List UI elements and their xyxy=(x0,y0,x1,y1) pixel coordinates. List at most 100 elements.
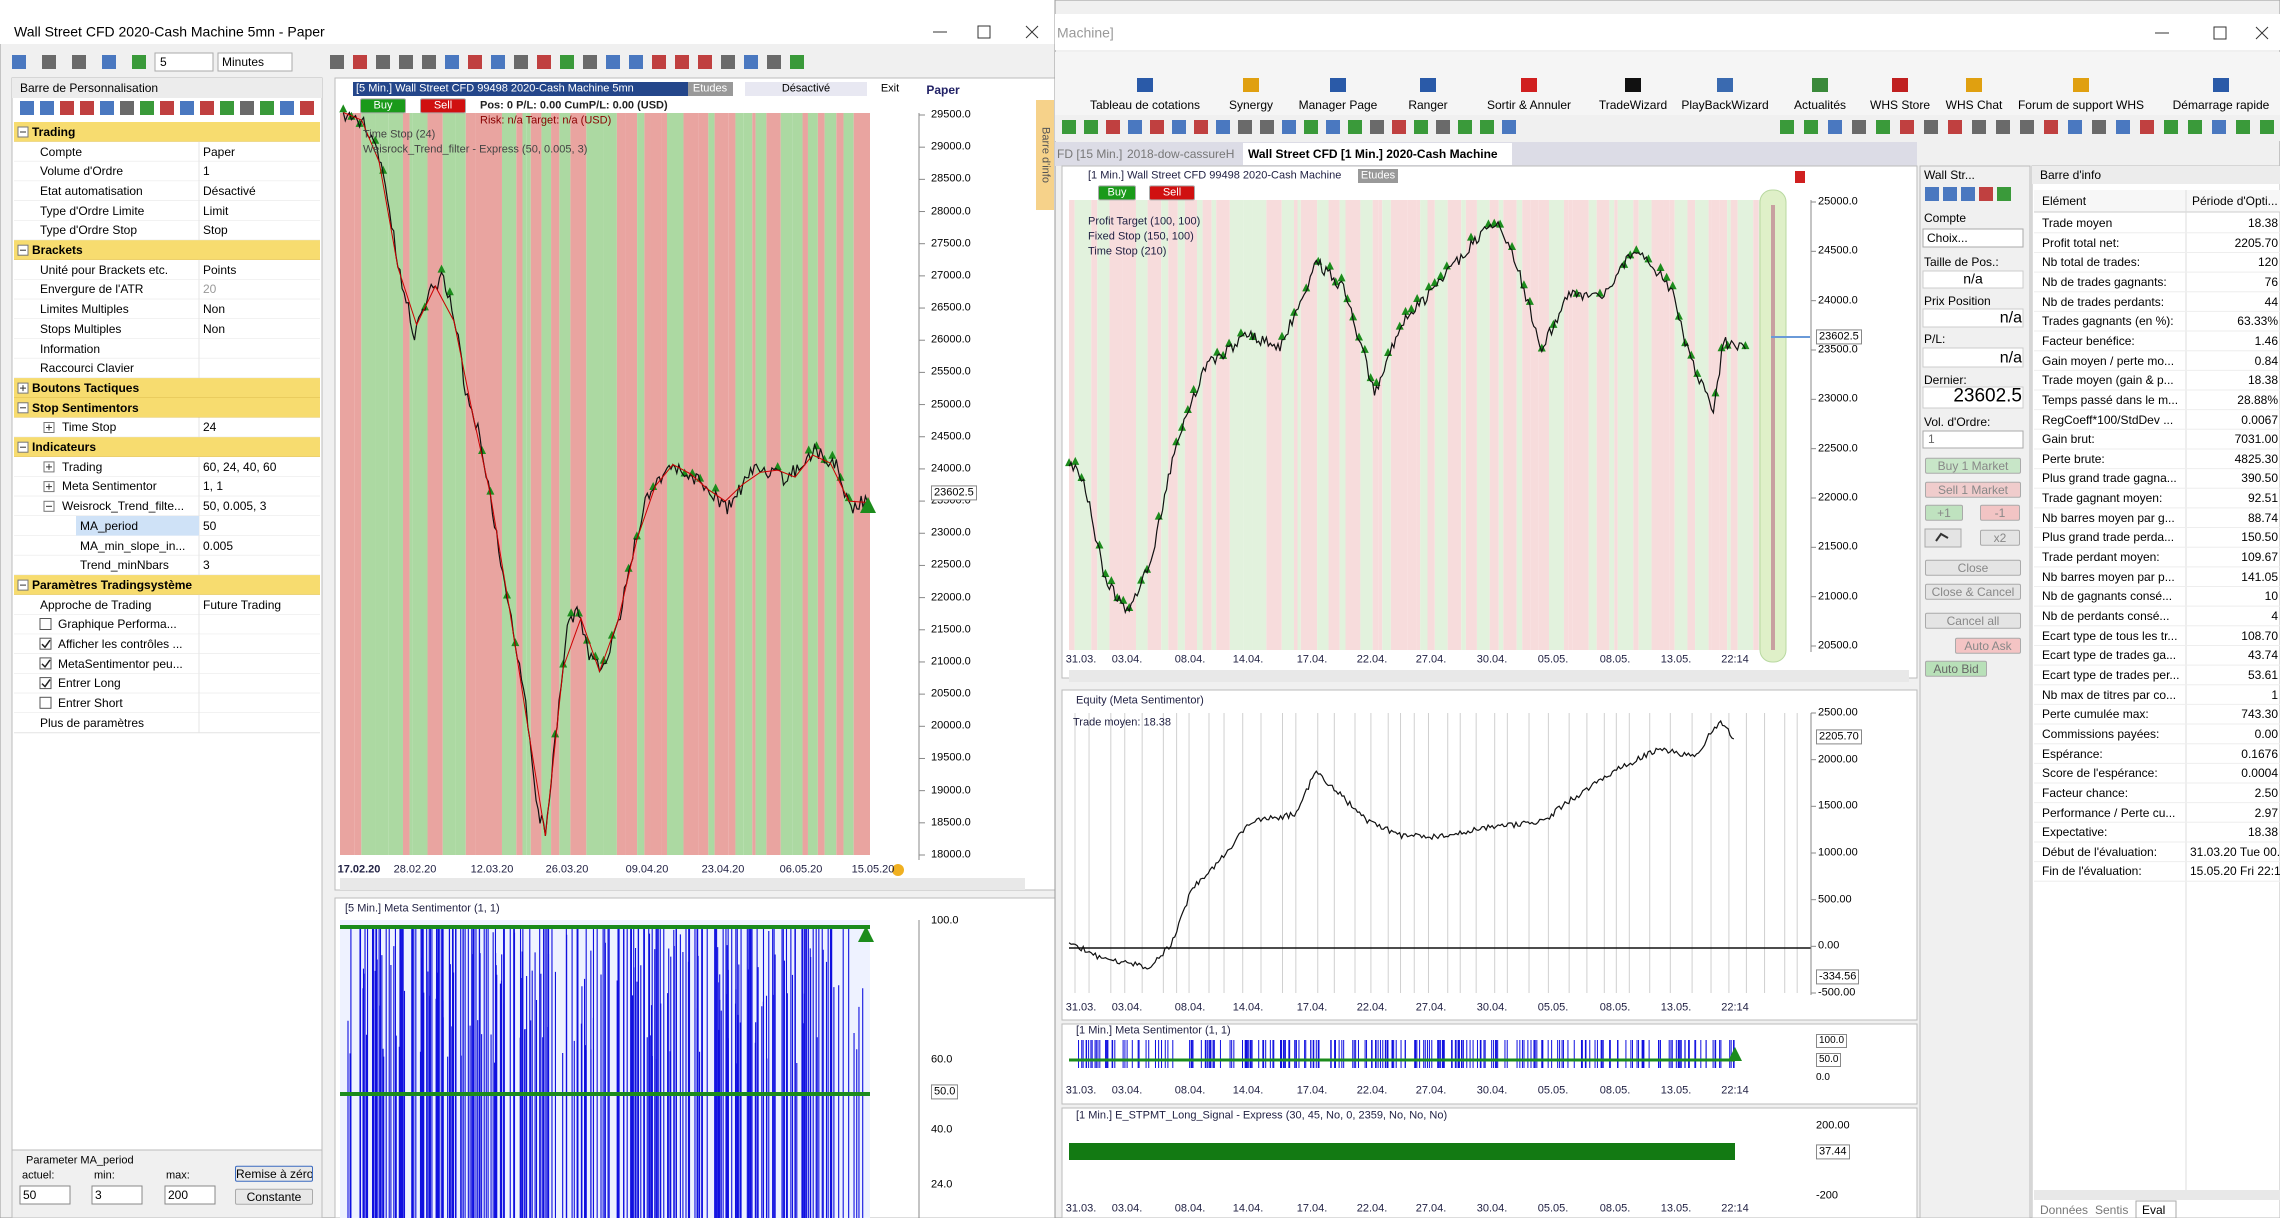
button[interactable]: Buy 1 Market xyxy=(1925,457,2021,475)
property-value[interactable]: Non xyxy=(203,301,226,316)
x-tick-label: 13.05. xyxy=(1660,1084,1692,1097)
ribbon-button[interactable]: Manager Page xyxy=(1298,97,1378,112)
tab[interactable]: Wall Street CFD [1 Min.] 2020-Cash Machi… xyxy=(1248,146,1498,161)
ribbon-button[interactable]: TradeWizard xyxy=(1598,97,1668,112)
section-title[interactable]: Paramètres Tradingsystème xyxy=(32,577,193,592)
button[interactable]: Cancel all xyxy=(1925,612,2021,630)
button[interactable]: Auto Ask xyxy=(1955,637,2021,655)
ribbon-button[interactable]: Forum de support WHS xyxy=(2017,97,2145,112)
number-input[interactable]: 1 xyxy=(1928,431,1935,446)
ribbon-button[interactable]: Ranger xyxy=(1408,97,1448,112)
section-title[interactable]: Indicateurs xyxy=(32,439,97,454)
ribbon-button[interactable]: WHS Chat xyxy=(1945,97,2003,112)
property-value[interactable]: Limit xyxy=(203,203,229,218)
signal-stripe xyxy=(1420,200,1428,650)
section-header xyxy=(14,397,320,418)
property-value[interactable]: 50, 0.005, 3 xyxy=(203,498,267,513)
buy-button[interactable]: Buy xyxy=(360,98,406,114)
property-value[interactable]: 20 xyxy=(203,282,217,297)
property-value[interactable]: Désactivé xyxy=(203,183,256,198)
ribbon-button[interactable]: Tableau de cotations xyxy=(1089,97,1201,112)
y-tick-label: 26500.0 xyxy=(931,301,971,314)
property-value[interactable]: 24 xyxy=(203,420,217,435)
y-tick-label: 2500.00 xyxy=(1818,706,1858,719)
param-editor xyxy=(11,1149,323,1218)
redo-icon xyxy=(1935,532,1949,542)
tab[interactable]: FD [15 Min.] xyxy=(1057,146,1123,161)
section-title[interactable]: Boutons Tactiques xyxy=(32,380,140,395)
sell-button[interactable]: Sell xyxy=(420,98,466,114)
signal-stripe xyxy=(570,113,587,855)
toolbar-icon xyxy=(1282,120,1296,134)
property-value[interactable]: 1, 1 xyxy=(203,479,224,494)
tab[interactable]: Sentis xyxy=(2095,1202,2129,1217)
button[interactable]: Etudes xyxy=(692,82,728,95)
tab[interactable]: Données xyxy=(2040,1202,2089,1217)
x-tick-label: 31.03. xyxy=(1065,1202,1097,1215)
button[interactable]: +1 xyxy=(1925,504,1963,522)
number-input[interactable]: 50 xyxy=(23,1187,37,1202)
side-tab[interactable]: Barre d'info xyxy=(1039,127,1052,183)
stat-value: 1 xyxy=(2271,687,2278,702)
toolbar-icon xyxy=(1997,187,2011,201)
button[interactable]: x2 xyxy=(1980,529,2020,547)
ribbon-button[interactable]: Synergy xyxy=(1228,97,1274,112)
property-value[interactable]: 0.005 xyxy=(203,538,234,553)
property-value[interactable]: 50 xyxy=(203,518,217,533)
x-tick-label: 30.04. xyxy=(1476,1202,1508,1215)
ribbon-button[interactable]: PlayBackWizard xyxy=(1681,97,1769,112)
stat-label: Performance / Perte cu... xyxy=(2042,805,2176,820)
tab[interactable]: Eval xyxy=(2142,1202,2166,1217)
button[interactable]: Constante xyxy=(235,1188,313,1206)
unit-dropdown[interactable]: Minutes xyxy=(222,54,265,69)
x-tick-label: 17.04. xyxy=(1296,1084,1328,1097)
tab[interactable]: 2018-dow-cassureH xyxy=(1127,146,1235,161)
property-value[interactable]: Future Trading xyxy=(203,597,282,612)
button[interactable]: Close & Cancel xyxy=(1925,583,2021,601)
property-value[interactable]: 3 xyxy=(203,558,210,573)
signal-stripe xyxy=(586,113,604,855)
number-input xyxy=(1922,430,2024,449)
ribbon-button[interactable]: WHS Store xyxy=(1869,97,1931,112)
button[interactable]: Exit xyxy=(880,82,900,95)
number-input[interactable]: 200 xyxy=(168,1187,189,1202)
property-value[interactable]: 1 xyxy=(203,164,210,179)
button[interactable]: -1 xyxy=(1980,504,2020,522)
button[interactable]: Auto Bid xyxy=(1925,660,1987,678)
number-input[interactable]: 3 xyxy=(95,1187,102,1202)
marker xyxy=(1372,378,1381,387)
property-value[interactable]: Points xyxy=(203,262,237,277)
signal-stripe xyxy=(1407,200,1417,650)
ribbon-button[interactable]: Sortir & Annuler xyxy=(1486,97,1572,112)
period-input[interactable]: 5 xyxy=(160,54,167,69)
signal-stripe xyxy=(802,113,808,855)
property-value[interactable]: Non xyxy=(203,321,226,336)
property-row xyxy=(14,614,320,635)
button[interactable]: Remise à zéro xyxy=(235,1165,313,1183)
section-title[interactable]: Trading xyxy=(32,124,76,139)
section-title[interactable]: Stop Sentimentors xyxy=(32,400,139,415)
dropdown[interactable]: Choix... xyxy=(1927,230,1968,245)
stat-label: Nb de gagnants consé... xyxy=(2042,589,2173,604)
sell-button[interactable]: Sell xyxy=(1149,185,1195,201)
button[interactable]: Close xyxy=(1925,559,2021,577)
marker xyxy=(1071,456,1080,465)
property-value[interactable]: Stop xyxy=(203,223,228,238)
signal-stripe xyxy=(530,113,542,855)
signal-stripe xyxy=(616,113,626,855)
ribbon-button[interactable]: Démarrage rapide xyxy=(2172,97,2270,112)
property-value[interactable]: 60, 24, 40, 60 xyxy=(203,459,277,474)
property-value[interactable]: Paper xyxy=(203,144,236,159)
scrollbar xyxy=(340,878,1025,890)
property-label: MetaSentimentor peu... xyxy=(58,656,183,671)
property-label: Trend_minNbars xyxy=(80,558,169,573)
ribbon-button[interactable]: Actualités xyxy=(1793,97,1847,112)
button[interactable]: Etudes xyxy=(1360,169,1396,182)
property-row xyxy=(14,693,320,713)
buy-button[interactable]: Buy xyxy=(1098,185,1136,201)
button[interactable]: Sell 1 Market xyxy=(1925,481,2021,499)
x-tick-label: 22.04. xyxy=(1356,1202,1388,1215)
stat-label: Nb total de trades: xyxy=(2042,255,2141,270)
section-title[interactable]: Brackets xyxy=(32,242,83,257)
toolbar-icon xyxy=(1062,120,1076,134)
